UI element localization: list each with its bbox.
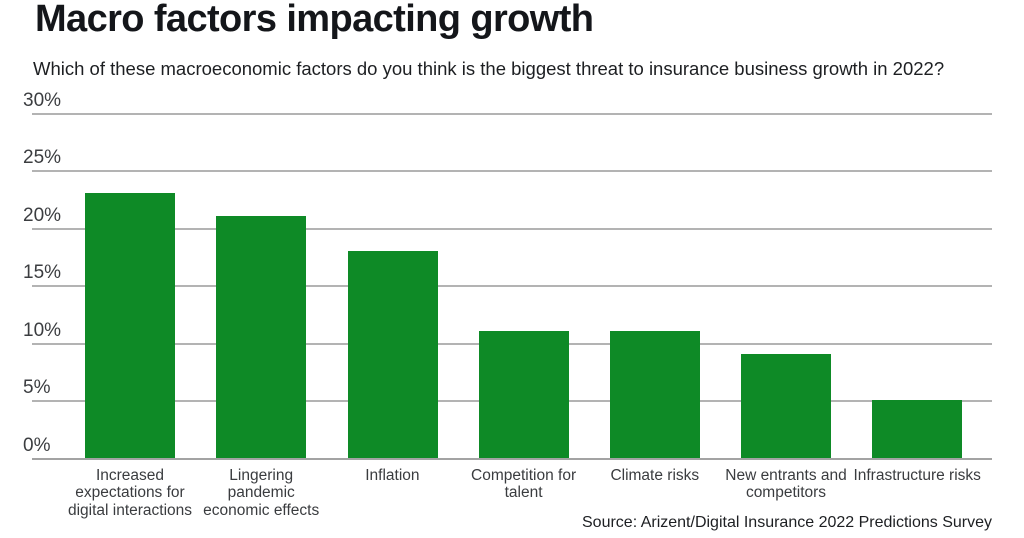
source-note: Source: Arizent/Digital Insurance 2022 P… [582,514,992,531]
y-axis-tick-label: 15% [23,262,62,284]
chart-title: Macro factors impacting growth [35,0,594,40]
x-axis-label: Climate risks [610,466,700,484]
gridline [32,170,992,173]
y-axis-tick-label: 10% [23,319,62,341]
y-axis-tick-label: 5% [23,377,51,399]
y-axis-tick-label: 0% [23,434,51,456]
y-axis-tick-label: 20% [23,204,62,226]
bar [741,354,832,458]
gridline [32,227,992,230]
x-axis-label: Inflation [365,466,420,484]
plot-area: 0% 5% 10% 15% 20% 25% 30% Increased expectation… [23,90,992,519]
x-axis-label: New entrants and competitors [725,466,847,502]
bar [872,400,963,458]
chart-subtitle: Which of these macroeconomic factors do … [33,58,945,79]
bar [347,250,438,458]
bar [85,193,176,458]
x-axis-label: Competition for talent [471,466,577,502]
gridline [32,113,992,115]
bar [609,331,700,458]
y-axis-tick-label: 25% [23,147,62,169]
x-axis-label: Infrastructure risks [853,466,981,484]
bar [216,216,307,458]
x-axis-baseline [32,457,992,460]
bar [478,331,569,458]
x-axis-label: Increased expectations for digital inter… [67,466,193,519]
x-axis-label: Lingering pandemic economic effects [203,466,320,519]
gridline [32,285,992,288]
y-axis-tick-label: 30% [23,90,62,111]
